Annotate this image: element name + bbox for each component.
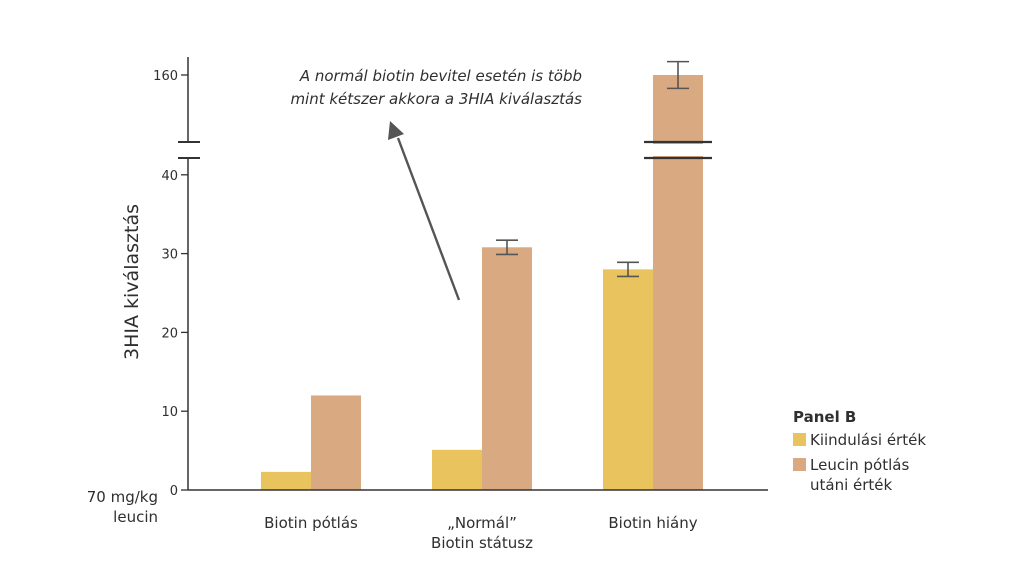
annotation-line-1: mint kétszer akkora a 3HIA kiválasztás <box>290 90 582 108</box>
bar-break-gap <box>651 144 705 156</box>
bottom-left-label-0: 70 mg/kg <box>87 488 158 506</box>
category-label-1-1: Biotin státusz <box>431 534 533 552</box>
bar-baseline-2 <box>603 269 653 490</box>
category-label-2-0: Biotin hiány <box>608 514 697 532</box>
legend-label-1-1: utáni érték <box>810 476 893 494</box>
legend-swatch-0 <box>793 433 806 446</box>
y-tick-label-40: 40 <box>161 169 178 184</box>
y-tick-label-10: 10 <box>161 405 178 420</box>
y-axis-label: 3HIA kiválasztás <box>121 204 143 360</box>
y-tick-label-0: 0 <box>170 484 178 499</box>
legend-label-0-0: Kiindulási érték <box>810 431 926 449</box>
category-label-0-0: Biotin pótlás <box>264 514 358 532</box>
annotation-arrow-shaft <box>396 137 461 301</box>
y-tick-label-20: 20 <box>161 326 178 341</box>
annotation-line-0: A normál biotin bevitel esetén is több <box>299 67 582 85</box>
legend-label-1-0: Leucin pótlás <box>810 456 909 474</box>
annotation-arrow-head <box>388 121 404 140</box>
legend-swatch-1 <box>793 458 806 471</box>
y-tick-label-160: 160 <box>153 69 178 84</box>
legend-title: Panel B <box>793 408 856 426</box>
bar-leucin-1 <box>482 247 532 490</box>
bar-leucin-2 <box>653 75 703 490</box>
bar-baseline-1 <box>432 449 482 490</box>
y-tick-label-30: 30 <box>161 248 178 263</box>
bar-baseline-0 <box>261 471 311 490</box>
bottom-left-label-1: leucin <box>113 508 158 526</box>
category-label-1-0: „Normál” <box>447 514 517 532</box>
bar-leucin-0 <box>311 395 361 490</box>
